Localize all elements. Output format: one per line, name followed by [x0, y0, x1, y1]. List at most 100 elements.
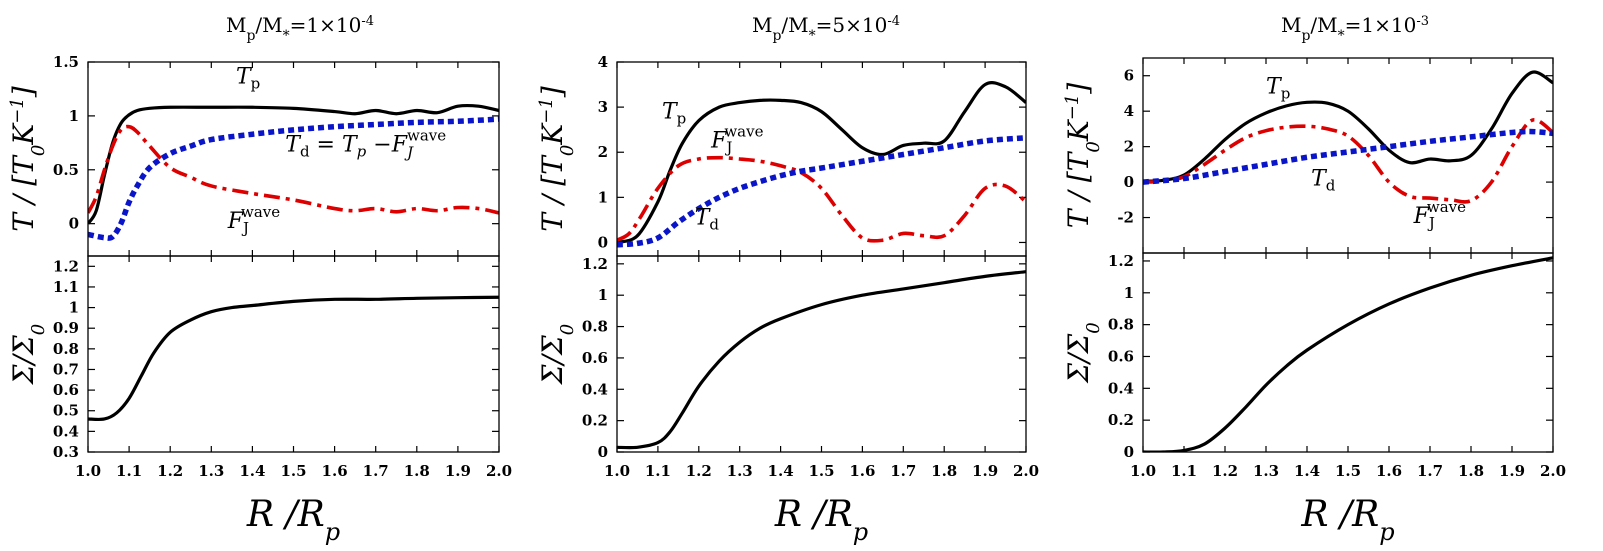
series-group: [617, 81, 1026, 248]
ytick-label: 6: [1124, 67, 1134, 85]
ytick-label: 2: [1124, 138, 1134, 156]
panel-3: Mp/M*=1×10-3 -2 0 2 4 6 T / [T0K−1] Tp Td FJwave 0…: [1062, 13, 1567, 546]
xtick-label: 1.6: [322, 462, 348, 480]
xtick-label: 1.4: [239, 462, 265, 480]
xtick-label: 1.9: [1499, 462, 1525, 480]
top-axes: 0 0.5 1 1.5T / [T0K−1] Tp Td = Tp −FJwave FJwa…: [7, 53, 500, 257]
bottom-ylabel: Σ/Σ0: [536, 324, 578, 385]
ytick-label: 0.6: [53, 381, 79, 399]
top-frame: [87, 61, 500, 257]
series-annotation: Td: [1311, 167, 1336, 195]
series-line-f-j-wave: [1143, 118, 1553, 204]
xtick-label: 1.3: [198, 462, 224, 480]
series-group: [1143, 70, 1553, 204]
xtick-label: 1.9: [445, 462, 471, 480]
series-line-sigma: [1143, 256, 1553, 452]
ytick-label: 0.9: [53, 319, 79, 337]
panel-title: Mp/M*=5×10-4: [752, 13, 900, 44]
series-annotation: FJwave: [1413, 198, 1467, 232]
ytick-label: -2: [1117, 209, 1134, 227]
bottom-axes: 0 0.2 0.4 0.6 0.8 1 1.2 Σ/Σ0: [536, 255, 1027, 461]
series-line-f-j-wave: [617, 155, 1026, 243]
ytick-label: 0.6: [582, 349, 608, 367]
bottom-ylabel: Σ/Σ0: [7, 324, 49, 385]
x-axis-label: R /Rp: [246, 494, 340, 546]
xtick-label: 1.7: [1417, 462, 1443, 480]
panel-title: Mp/M*=1×10-3: [1281, 13, 1429, 44]
ytick-label: 0.7: [53, 360, 79, 378]
top-axes: 0 1 2 3 4 T / [T0K−1] Tp FJwave Td: [536, 53, 1027, 257]
ytick-label: 1: [598, 188, 608, 206]
series-line-sigma: [88, 295, 499, 422]
bottom-axes: 0.3 0.4 0.5 0.6 0.7 0.8 0.9 1 1.1 1.2 Σ/Σ0: [7, 255, 500, 461]
top-axes: -2 0 2 4 6 T / [T0K−1] Tp Td FJwave: [1062, 57, 1554, 254]
series-group: [88, 103, 499, 241]
top-ylabel: T / [T0K−1]: [1062, 83, 1104, 228]
xtick-label: 1.4: [768, 462, 794, 480]
xtick-label: 1.8: [931, 462, 957, 480]
series-line-sigma: [617, 270, 1026, 450]
ytick-label: 1.1: [53, 278, 79, 296]
xtick-label: 1.6: [849, 462, 875, 480]
ytick-label: 1: [598, 286, 608, 304]
series-line-f-j-wave: [88, 124, 499, 215]
series-line-t-p: [88, 103, 499, 225]
ytick-label: 1.2: [53, 257, 79, 275]
ytick-label: 0.2: [582, 412, 608, 430]
ytick-label: 0.3: [53, 443, 79, 461]
ytick-label: 0: [69, 215, 79, 233]
series-annotation: Tp: [662, 99, 686, 127]
ytick-label: 2: [598, 143, 608, 161]
ytick-label: 0: [1124, 443, 1134, 461]
top-ylabel: T / [T0K−1]: [7, 86, 49, 231]
series-line-t-d: [1143, 128, 1553, 185]
xtick-label: 1.2: [157, 462, 183, 480]
ytick-label: 0: [598, 233, 608, 251]
bottom-frame: [616, 255, 1027, 453]
bottom-ylabel: Σ/Σ0: [1062, 322, 1104, 383]
series-group: [617, 270, 1026, 450]
series-annotation: FJwave: [710, 123, 764, 157]
ytick-label: 0: [1124, 173, 1134, 191]
ytick-label: 0: [598, 443, 608, 461]
series-line-t-d-t-p-f-j-wave: [88, 116, 499, 241]
ytick-label: 0.8: [582, 318, 608, 336]
xtick-label: 1.5: [280, 462, 306, 480]
xtick-label: 1.9: [972, 462, 998, 480]
series-group: [1143, 256, 1553, 452]
series-annotation: Td: [695, 205, 720, 233]
xtick-label: 1.1: [645, 462, 671, 480]
ytick-label: 0.5: [53, 402, 79, 420]
xtick-label: 1.1: [116, 462, 142, 480]
ytick-label: 4: [1124, 102, 1134, 120]
series-line-t-d: [617, 135, 1026, 248]
xtick-label: 1.7: [363, 462, 389, 480]
bottom-frame: [1142, 252, 1554, 453]
xtick-label: 1.3: [1253, 462, 1279, 480]
ytick-label: 1.2: [1108, 252, 1134, 270]
ytick-label: 0.8: [53, 340, 79, 358]
top-frame: [1142, 57, 1554, 254]
ytick-label: 4: [598, 53, 608, 71]
ytick-label: 1: [1124, 284, 1134, 302]
series-annotation: Tp: [236, 65, 260, 93]
xtick-label: 1.2: [686, 462, 712, 480]
xtick-label: 2.0: [1013, 462, 1039, 480]
xtick-label: 1.4: [1294, 462, 1320, 480]
ytick-label: 0.6: [1108, 347, 1134, 365]
xtick-label: 1.0: [604, 462, 630, 480]
xtick-label: 1.1: [1171, 462, 1197, 480]
ytick-label: 0.4: [53, 422, 79, 440]
series-annotation: FJwave: [227, 203, 281, 237]
series-annotation: Td = Tp −FJwave: [285, 126, 446, 161]
xtick-label: 2.0: [486, 462, 512, 480]
xtick-label: 1.2: [1212, 462, 1238, 480]
ytick-label: 1: [69, 107, 79, 125]
xtick-label: 1.0: [75, 462, 101, 480]
bottom-frame: [87, 255, 500, 453]
ytick-label: 0.4: [1108, 379, 1134, 397]
ytick-label: 0.8: [1108, 316, 1134, 334]
